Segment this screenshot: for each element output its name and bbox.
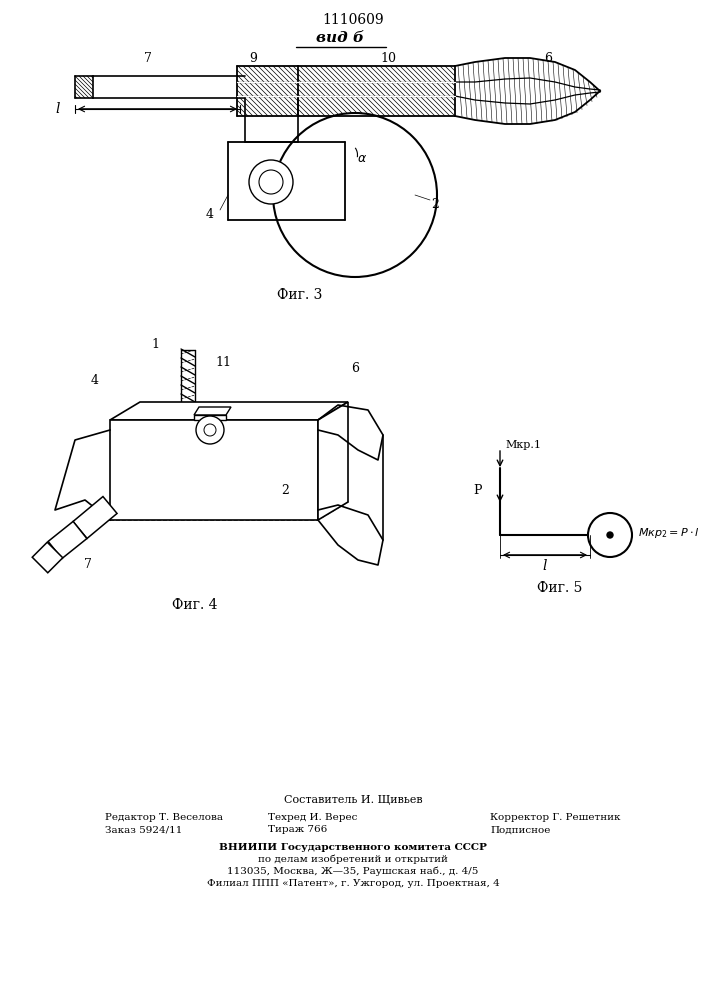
Text: 113035, Москва, Ж—35, Раушская наб., д. 4/5: 113035, Москва, Ж—35, Раушская наб., д. … — [228, 866, 479, 876]
Text: $\alpha$: $\alpha$ — [357, 151, 367, 164]
Text: Корректор Г. Решетник: Корректор Г. Решетник — [490, 814, 621, 822]
Polygon shape — [194, 407, 231, 415]
Circle shape — [196, 416, 224, 444]
Text: 7: 7 — [144, 51, 152, 64]
Text: 10: 10 — [380, 51, 396, 64]
Text: 9: 9 — [249, 51, 257, 64]
Polygon shape — [73, 497, 117, 538]
Polygon shape — [318, 402, 348, 520]
Circle shape — [273, 113, 437, 277]
Text: Фиг. 5: Фиг. 5 — [537, 581, 583, 595]
Text: Техред И. Верес: Техред И. Верес — [268, 814, 357, 822]
Text: 4: 4 — [91, 373, 99, 386]
Circle shape — [607, 532, 613, 538]
Text: ВНИИПИ Государственного комитета СССР: ВНИИПИ Государственного комитета СССР — [219, 842, 487, 852]
Text: Редактор Т. Веселова: Редактор Т. Веселова — [105, 814, 223, 822]
Polygon shape — [33, 542, 63, 573]
Text: 4: 4 — [206, 209, 214, 222]
Circle shape — [249, 160, 293, 204]
Text: 2: 2 — [431, 198, 439, 212]
Text: 1: 1 — [151, 338, 159, 352]
Polygon shape — [110, 402, 348, 420]
Text: l: l — [543, 559, 547, 573]
Text: Тираж 766: Тираж 766 — [268, 826, 327, 834]
Text: Филиал ППП «Патент», г. Ужгород, ул. Проектная, 4: Филиал ППП «Патент», г. Ужгород, ул. Про… — [206, 879, 499, 888]
Polygon shape — [194, 415, 226, 420]
Text: 6: 6 — [544, 51, 552, 64]
Text: P: P — [474, 484, 482, 496]
Text: 2: 2 — [281, 484, 289, 496]
Text: Фиг. 3: Фиг. 3 — [277, 288, 322, 302]
Text: $Мкр_2=P \cdot l$: $Мкр_2=P \cdot l$ — [638, 526, 700, 540]
Text: по делам изобретений и открытий: по делам изобретений и открытий — [258, 854, 448, 864]
Text: Фиг. 4: Фиг. 4 — [173, 598, 218, 612]
Polygon shape — [48, 521, 87, 559]
Text: 7: 7 — [84, 558, 92, 572]
Text: 11: 11 — [215, 356, 231, 368]
Circle shape — [588, 513, 632, 557]
Polygon shape — [110, 420, 318, 520]
Text: вид б: вид б — [316, 31, 364, 45]
Text: l: l — [56, 102, 60, 116]
Text: Составитель И. Щивьев: Составитель И. Щивьев — [284, 795, 422, 805]
Text: Заказ 5924/11: Заказ 5924/11 — [105, 826, 182, 834]
Text: Мкр.1: Мкр.1 — [505, 440, 541, 450]
Text: 1110609: 1110609 — [322, 13, 384, 27]
Text: Подписное: Подписное — [490, 826, 550, 834]
Text: 6: 6 — [351, 361, 359, 374]
